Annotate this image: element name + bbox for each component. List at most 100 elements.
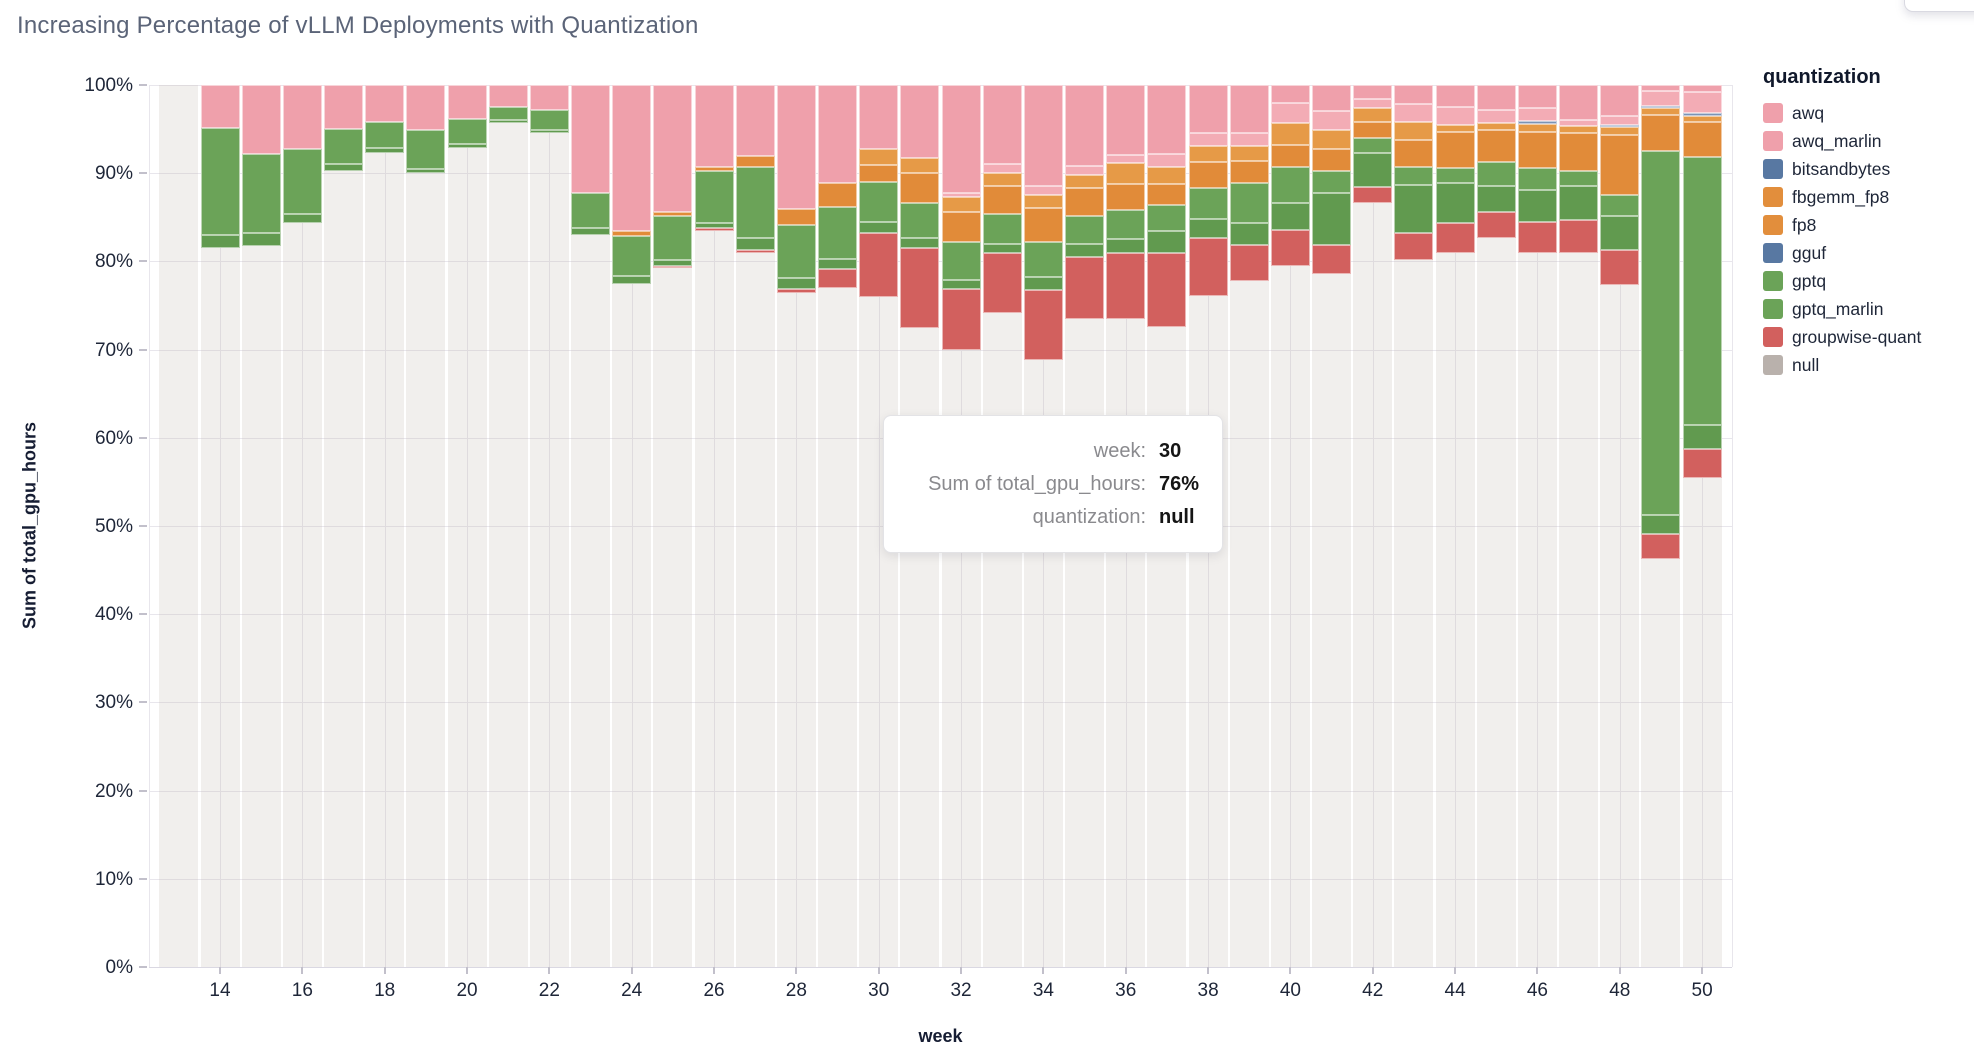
bar-segment-null[interactable]	[1682, 478, 1722, 967]
bar-segment-groupwise-quant[interactable]	[900, 248, 940, 328]
bar-segment-fp8[interactable]	[1353, 122, 1393, 138]
bar-segment-fbgemm_fp8[interactable]	[1682, 115, 1722, 123]
bar-week-26[interactable]	[694, 85, 734, 967]
bar-segment-fp8[interactable]	[900, 173, 940, 204]
bar-week-13[interactable]	[159, 85, 199, 967]
bar-week-43[interactable]	[1394, 85, 1434, 967]
bar-segment-groupwise-quant[interactable]	[1682, 449, 1722, 479]
bar-segment-awq[interactable]	[694, 85, 734, 168]
bar-segment-awq[interactable]	[1270, 85, 1310, 103]
bar-week-48[interactable]	[1600, 85, 1640, 968]
bar-segment-gptq_marlin[interactable]	[406, 168, 446, 174]
bar-segment-null[interactable]	[365, 152, 405, 967]
bar-segment-fbgemm_fp8[interactable]	[1147, 167, 1187, 184]
bar-segment-gptq[interactable]	[1394, 166, 1434, 185]
bar-segment-fp8[interactable]	[1682, 122, 1722, 158]
bar-segment-gptq_marlin[interactable]	[200, 234, 240, 249]
bar-segment-gptq_marlin[interactable]	[1476, 185, 1516, 212]
bar-segment-awq_marlin[interactable]	[1600, 115, 1640, 125]
bar-week-30[interactable]	[859, 85, 899, 967]
bar-segment-fp8[interactable]	[1023, 208, 1063, 242]
bar-segment-gptq_marlin[interactable]	[1147, 231, 1187, 254]
bar-segment-gptq_marlin[interactable]	[1394, 184, 1434, 234]
bar-segment-fp8[interactable]	[653, 212, 693, 216]
bar-segment-null[interactable]	[1435, 252, 1475, 967]
bar-segment-null[interactable]	[1312, 273, 1352, 967]
bar-segment-fbgemm_fp8[interactable]	[900, 158, 940, 174]
bar-segment-awq[interactable]	[1559, 85, 1599, 121]
bar-segment-null[interactable]	[1641, 558, 1681, 968]
bar-week-22[interactable]	[529, 85, 569, 967]
bar-segment-fp8[interactable]	[1270, 144, 1310, 167]
bar-segment-awq[interactable]	[1106, 85, 1146, 155]
bar-segment-gptq_marlin[interactable]	[1065, 243, 1105, 257]
bar-segment-groupwise-quant[interactable]	[1517, 221, 1557, 254]
bar-segment-gptq[interactable]	[282, 148, 322, 214]
bar-segment-awq[interactable]	[776, 85, 816, 210]
bar-segment-gptq[interactable]	[1517, 167, 1557, 190]
bar-segment-awq_marlin[interactable]	[1023, 186, 1063, 196]
bar-segment-awq[interactable]	[900, 85, 940, 159]
bar-segment-fbgemm_fp8[interactable]	[941, 197, 981, 212]
bar-week-47[interactable]	[1559, 85, 1599, 967]
bar-segment-awq_marlin[interactable]	[1476, 109, 1516, 123]
bar-segment-null[interactable]	[1476, 238, 1516, 967]
bar-segment-groupwise-quant[interactable]	[1023, 290, 1063, 361]
bar-segment-fbgemm_fp8[interactable]	[1394, 122, 1434, 140]
bar-segment-gptq[interactable]	[1559, 170, 1599, 186]
bar-segment-gptq_marlin[interactable]	[571, 227, 611, 235]
bar-segment-gptq[interactable]	[1106, 210, 1146, 240]
bar-segment-groupwise-quant[interactable]	[1641, 534, 1681, 559]
bar-segment-gptq[interactable]	[1641, 151, 1681, 515]
bar-week-20[interactable]	[447, 85, 487, 967]
bar-segment-groupwise-quant[interactable]	[653, 265, 693, 269]
bar-week-24[interactable]	[612, 85, 652, 967]
bar-segment-gptq_marlin[interactable]	[694, 222, 734, 228]
bar-segment-awq_marlin[interactable]	[982, 164, 1022, 174]
bar-segment-groupwise-quant[interactable]	[1188, 238, 1228, 296]
bar-segment-gptq_marlin[interactable]	[1559, 185, 1599, 220]
bar-segment-null[interactable]	[1188, 295, 1228, 967]
bar-segment-awq[interactable]	[1435, 85, 1475, 108]
bar-segment-gptq_marlin[interactable]	[1312, 193, 1352, 246]
bar-segment-groupwise-quant[interactable]	[1476, 211, 1516, 239]
bar-segment-gptq_marlin[interactable]	[859, 221, 899, 234]
bar-segment-awq[interactable]	[488, 85, 528, 108]
bar-segment-fbgemm_fp8[interactable]	[1476, 122, 1516, 130]
bar-segment-groupwise-quant[interactable]	[941, 288, 981, 350]
bar-segment-gptq[interactable]	[1188, 188, 1228, 220]
bar-segment-gptq[interactable]	[694, 171, 734, 223]
bar-segment-awq[interactable]	[200, 85, 240, 129]
bar-segment-null[interactable]	[1517, 253, 1557, 967]
bar-segment-awq[interactable]	[1394, 85, 1434, 104]
bar-week-29[interactable]	[818, 85, 858, 967]
bar-segment-awq_marlin[interactable]	[1682, 92, 1722, 114]
bar-week-15[interactable]	[241, 85, 281, 967]
bar-segment-gptq[interactable]	[200, 128, 240, 235]
bar-segment-groupwise-quant[interactable]	[982, 252, 1022, 313]
bar-segment-bitsandbytes[interactable]	[1600, 124, 1640, 127]
bar-segment-awq_marlin[interactable]	[1147, 153, 1187, 167]
bar-segment-groupwise-quant[interactable]	[776, 288, 816, 294]
bar-segment-gptq[interactable]	[241, 153, 281, 234]
bar-segment-null[interactable]	[1229, 280, 1269, 967]
bar-week-21[interactable]	[488, 85, 528, 967]
bar-segment-fp8[interactable]	[982, 186, 1022, 214]
bar-segment-groupwise-quant[interactable]	[1065, 256, 1105, 319]
bar-segment-null[interactable]	[529, 132, 569, 967]
bar-segment-fbgemm_fp8[interactable]	[1106, 163, 1146, 184]
bar-segment-fbgemm_fp8[interactable]	[1023, 195, 1063, 209]
bar-segment-awq_marlin[interactable]	[1188, 132, 1228, 146]
bar-segment-null[interactable]	[200, 248, 240, 967]
bar-segment-fp8[interactable]	[1559, 133, 1599, 171]
bar-segment-fbgemm_fp8[interactable]	[1229, 145, 1269, 161]
bar-segment-gptq_marlin[interactable]	[1229, 222, 1269, 246]
bar-segment-fp8[interactable]	[818, 182, 858, 207]
bar-segment-awq_marlin[interactable]	[1106, 154, 1146, 164]
bar-segment-null[interactable]	[694, 231, 734, 967]
legend-item-gptq[interactable]: gptq	[1763, 271, 1963, 291]
bar-segment-gptq[interactable]	[447, 119, 487, 145]
bar-segment-gptq_marlin[interactable]	[735, 237, 775, 250]
bar-week-44[interactable]	[1435, 85, 1475, 967]
bar-segment-fbgemm_fp8[interactable]	[1270, 122, 1310, 145]
